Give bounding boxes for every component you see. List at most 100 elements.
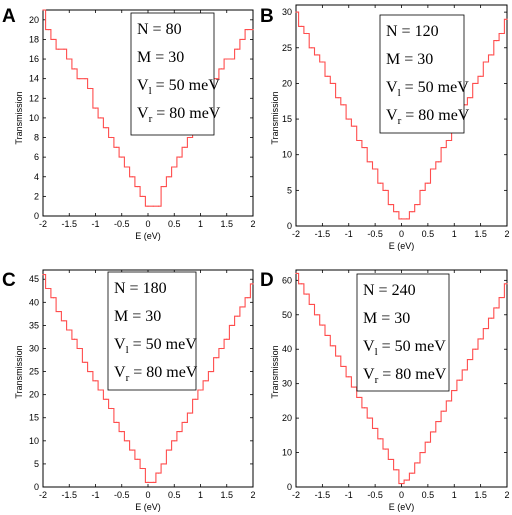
data-point [194, 398, 196, 400]
data-point [374, 168, 376, 170]
data-point [241, 306, 244, 308]
data-point [173, 166, 175, 168]
data-point [358, 139, 360, 142]
y-tick-label: 10 [29, 113, 39, 123]
annotation-line: Vr = 80 meV [363, 366, 447, 386]
data-point [68, 58, 70, 60]
x-tick-label: -1.5 [61, 490, 77, 500]
data-point [458, 379, 461, 381]
data-point [469, 358, 471, 361]
y-tick-label: 30 [29, 343, 39, 353]
data-point [100, 117, 102, 119]
x-axis-label: E (eV) [135, 231, 161, 241]
data-point [385, 189, 387, 191]
x-tick-label: 0 [399, 229, 404, 239]
panel-letter: B [260, 6, 274, 27]
panel-letter: A [2, 6, 16, 27]
data-point [115, 146, 118, 148]
data-point [311, 47, 313, 49]
x-tick-label: 0.5 [422, 229, 435, 239]
x-tick-label: 0 [145, 490, 150, 500]
data-point [178, 430, 181, 433]
data-point [363, 407, 366, 409]
data-point [321, 324, 323, 326]
data-point [485, 61, 487, 63]
x-tick-label: -2 [292, 490, 300, 500]
data-point [236, 315, 238, 317]
x-tick-label: -0.5 [367, 229, 383, 239]
y-tick-label: 16 [29, 54, 39, 64]
data-point [342, 104, 345, 106]
data-point [157, 472, 160, 474]
data-point [448, 139, 450, 142]
data-point [348, 376, 350, 378]
data-point [411, 472, 413, 474]
data-point [485, 327, 487, 330]
data-point [437, 161, 440, 163]
panel-C: C-2 -1.5 -1 -0.5 0 0.5 1 1.5 2051015202530354045… [2, 269, 256, 512]
data-point [327, 334, 329, 337]
data-point [390, 204, 392, 206]
data-point [305, 293, 308, 295]
data-point [247, 29, 249, 31]
data-point [94, 107, 97, 109]
data-point [501, 32, 503, 35]
data-point [100, 389, 102, 391]
y-tick-label: 25 [282, 43, 292, 53]
y-tick-label: 40 [29, 297, 39, 307]
y-axis-label: Transmission [270, 91, 280, 144]
y-tick-label: 10 [282, 448, 292, 458]
x-tick-label: 2 [250, 219, 255, 229]
data-point [427, 182, 429, 184]
data-point [295, 11, 297, 13]
panel-letter: D [260, 270, 274, 291]
y-tick-label: 15 [282, 114, 292, 124]
y-tick-label: 20 [282, 413, 292, 423]
annotation-line: M = 30 [114, 308, 161, 325]
y-tick-label: 15 [29, 413, 39, 423]
data-point [215, 357, 217, 359]
data-point [464, 104, 466, 106]
data-point [385, 448, 387, 450]
data-point [231, 58, 233, 60]
annotation-line: N = 240 [363, 282, 416, 299]
data-point [432, 431, 434, 433]
data-point [353, 386, 355, 388]
data-point [110, 407, 112, 410]
data-point [453, 389, 455, 392]
data-point [395, 469, 397, 471]
x-tick-label: 0 [145, 219, 150, 229]
annotation-line: Vl = 50 meV [363, 338, 446, 358]
data-point [231, 324, 233, 327]
data-point [295, 272, 297, 275]
data-point [316, 314, 318, 316]
data-point [52, 38, 55, 41]
data-point [501, 296, 503, 299]
data-point [79, 347, 81, 350]
data-point [189, 412, 191, 414]
x-tick-label: 1.5 [474, 490, 487, 500]
data-point [369, 161, 371, 163]
data-point [79, 78, 81, 80]
y-tick-label: 45 [29, 274, 39, 284]
x-tick-label: 1 [198, 219, 203, 229]
x-tick-label: -1.5 [61, 219, 77, 229]
y-tick-label: 50 [282, 310, 292, 320]
data-point [506, 18, 508, 20]
data-point [126, 440, 128, 442]
data-point [316, 54, 318, 56]
x-tick-label: 1.5 [220, 490, 233, 500]
data-point [353, 125, 355, 127]
data-point [480, 75, 482, 77]
x-tick-label: -2 [292, 229, 300, 239]
y-tick-label: 30 [282, 379, 292, 389]
data-point [142, 467, 144, 470]
y-axis-label: Transmission [14, 345, 24, 398]
data-point [379, 182, 381, 184]
transmission-curve [296, 11, 507, 220]
data-point [422, 451, 424, 454]
annotation-line: Vl = 50 meV [137, 77, 220, 97]
data-point [332, 82, 334, 85]
data-point [358, 396, 360, 399]
